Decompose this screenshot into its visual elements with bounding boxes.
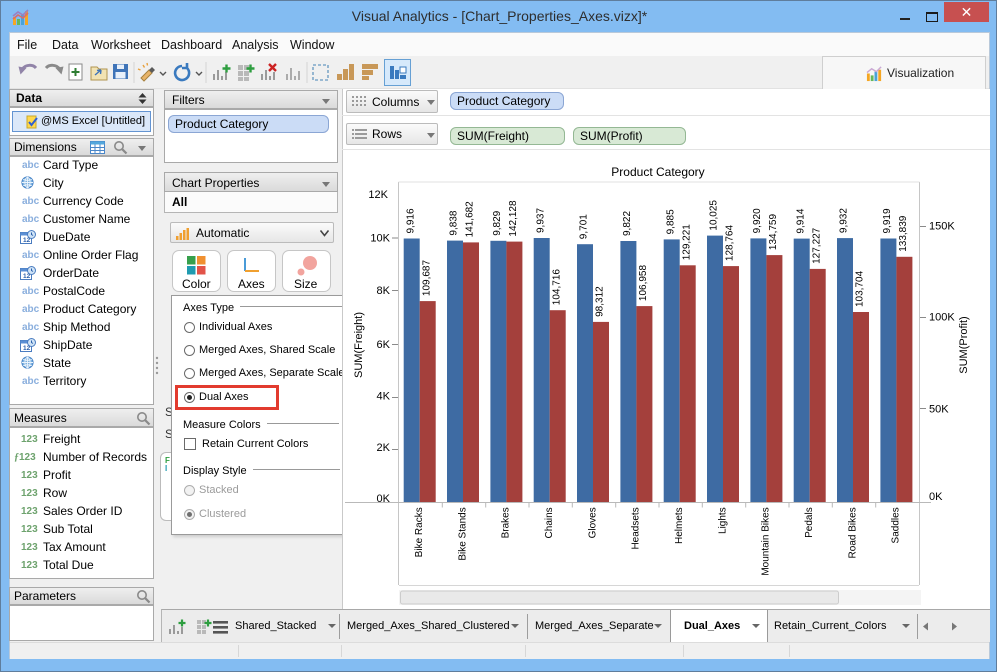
svg-text:109,687: 109,687 xyxy=(421,260,432,297)
svg-text:98,312: 98,312 xyxy=(595,286,606,317)
svg-text:Pedals: Pedals xyxy=(804,507,815,538)
svg-text:9,822: 9,822 xyxy=(622,211,633,236)
svg-text:9,937: 9,937 xyxy=(535,208,546,233)
svg-text:9,829: 9,829 xyxy=(492,210,503,235)
svg-text:9,919: 9,919 xyxy=(882,208,893,233)
svg-text:SUM(Profit): SUM(Profit) xyxy=(958,316,970,373)
svg-text:50K: 50K xyxy=(929,404,949,416)
svg-text:SUM(Freight): SUM(Freight) xyxy=(353,312,365,378)
svg-text:Saddles: Saddles xyxy=(891,507,902,543)
svg-text:9,916: 9,916 xyxy=(405,208,416,233)
svg-text:Product Category: Product Category xyxy=(611,165,704,179)
svg-text:128,764: 128,764 xyxy=(725,225,736,262)
svg-text:Chains: Chains xyxy=(544,507,555,538)
svg-text:12: 12 xyxy=(23,237,31,244)
svg-text:103,704: 103,704 xyxy=(855,270,866,307)
svg-text:0K: 0K xyxy=(377,493,391,505)
svg-text:Road Bikes: Road Bikes xyxy=(847,507,858,558)
svg-text:Bike Racks: Bike Racks xyxy=(414,507,425,557)
svg-text:6K: 6K xyxy=(377,339,391,351)
svg-text:12: 12 xyxy=(23,345,31,352)
svg-text:Bike Stands: Bike Stands xyxy=(457,507,468,560)
svg-text:100K: 100K xyxy=(929,312,955,324)
svg-text:129,221: 129,221 xyxy=(681,224,692,261)
svg-text:141,682: 141,682 xyxy=(465,201,476,238)
svg-text:2K: 2K xyxy=(377,442,391,454)
svg-text:4K: 4K xyxy=(377,391,391,403)
svg-text:Mountain Bikes: Mountain Bikes xyxy=(761,507,772,575)
svg-text:Brakes: Brakes xyxy=(501,507,512,538)
svg-text:Helmets: Helmets xyxy=(674,507,685,544)
svg-text:9,932: 9,932 xyxy=(839,208,850,233)
svg-text:9,838: 9,838 xyxy=(449,210,460,235)
svg-text:9,920: 9,920 xyxy=(752,208,763,233)
svg-text:10,025: 10,025 xyxy=(709,200,720,231)
svg-text:106,958: 106,958 xyxy=(638,265,649,302)
svg-text:12K: 12K xyxy=(368,189,388,201)
svg-text:142,128: 142,128 xyxy=(508,200,519,237)
svg-text:Gloves: Gloves xyxy=(587,507,598,538)
svg-text:0K: 0K xyxy=(929,491,943,503)
svg-text:12: 12 xyxy=(23,273,31,280)
svg-text:Lights: Lights xyxy=(717,507,728,534)
svg-text:150K: 150K xyxy=(929,221,955,233)
svg-text:104,716: 104,716 xyxy=(551,269,562,306)
svg-text:9,885: 9,885 xyxy=(665,209,676,234)
svg-text:134,759: 134,759 xyxy=(768,214,779,251)
svg-text:10K: 10K xyxy=(370,233,390,245)
svg-text:9,701: 9,701 xyxy=(579,214,590,239)
svg-text:9,914: 9,914 xyxy=(795,208,806,233)
svg-text:Headsets: Headsets xyxy=(631,507,642,549)
svg-text:133,839: 133,839 xyxy=(898,215,909,252)
svg-text:8K: 8K xyxy=(377,285,391,297)
svg-text:127,227: 127,227 xyxy=(811,227,822,264)
